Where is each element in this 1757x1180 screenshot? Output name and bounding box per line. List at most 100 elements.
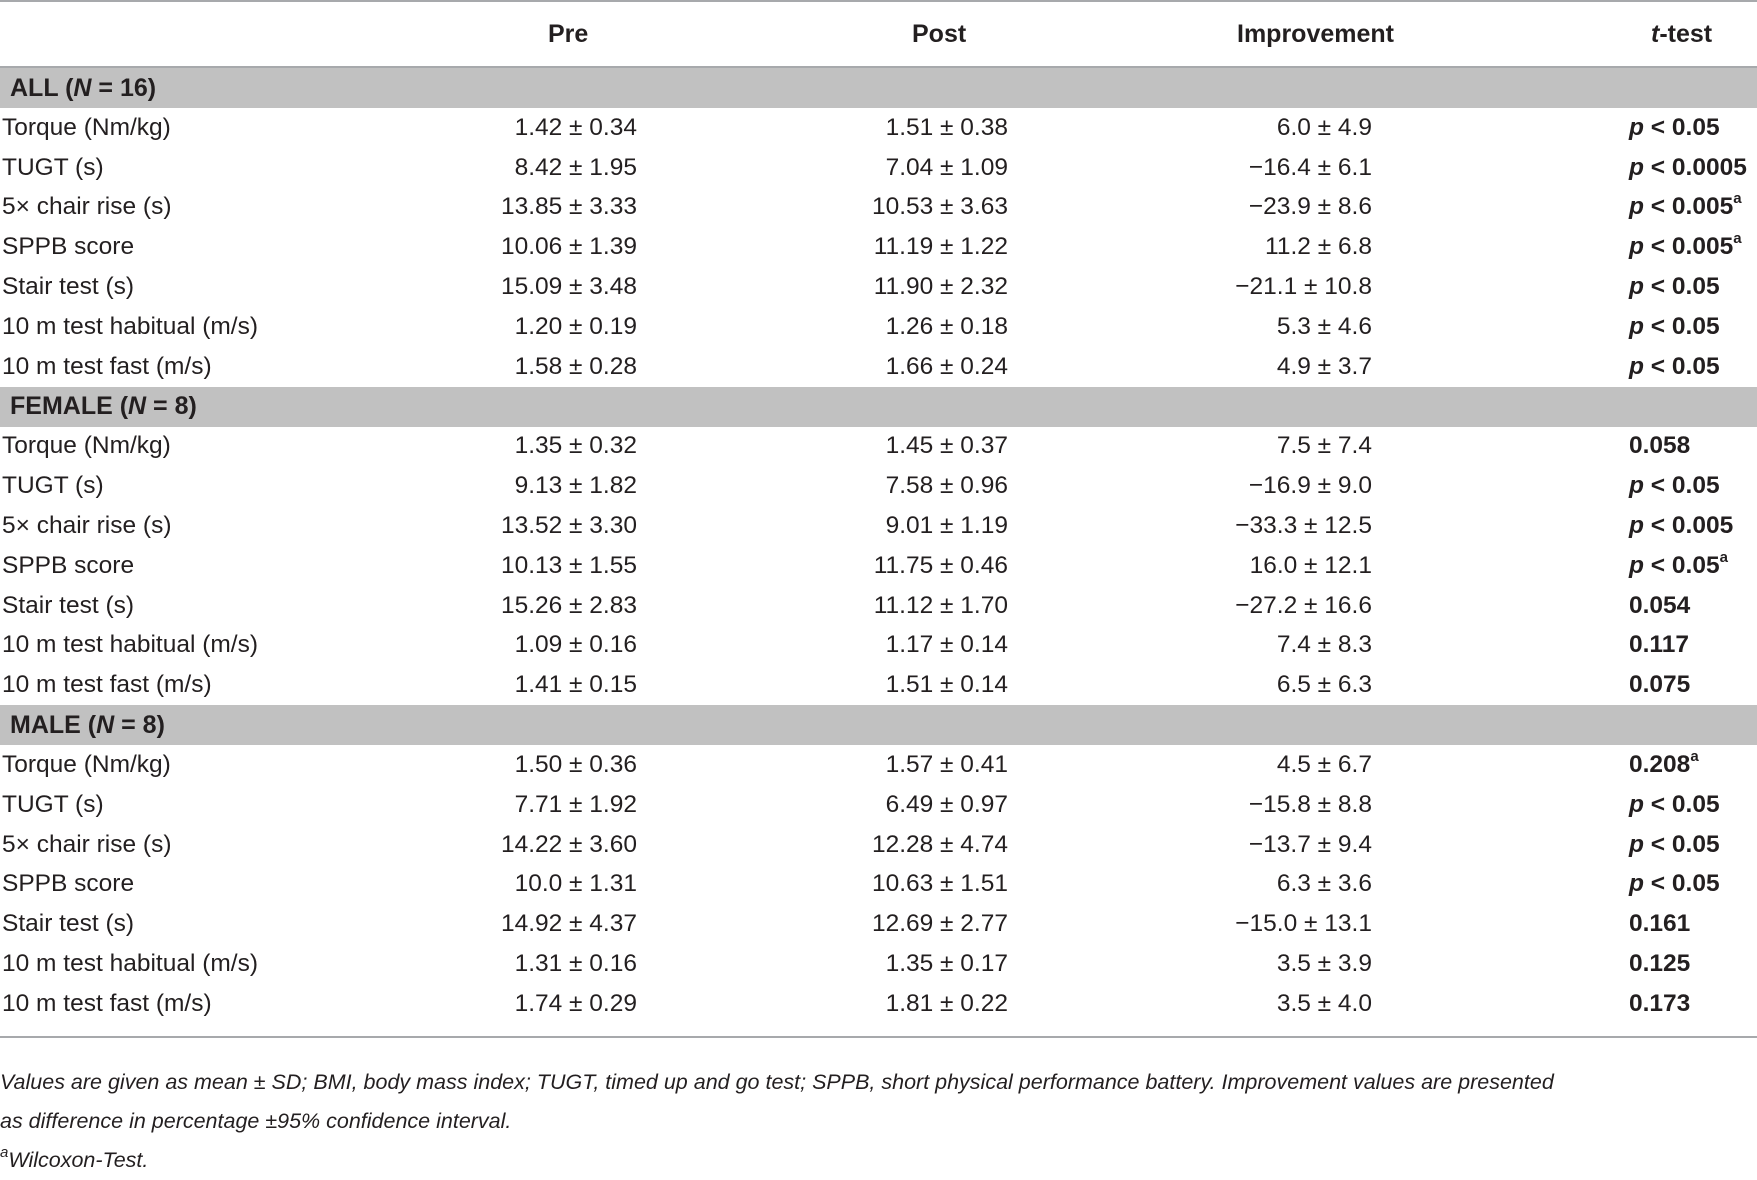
improvement-value: −15.8 ± 8.8 <box>1248 790 1372 818</box>
ttest-value: p < 0.05 <box>1629 831 1720 859</box>
ttest-value: p < 0.05 <box>1629 273 1720 301</box>
results-table: Pre Post Improvement t-test ALL (N = 16)… <box>0 0 1757 1038</box>
post-value: 6.49 ± 0.97 <box>885 790 1008 818</box>
table-row: 10 m test habitual (m/s) 1.20 ± 0.19 1.26 … <box>0 307 1757 347</box>
ttest-text: p < 0.05 <box>1629 551 1720 579</box>
ttest-text: p < 0.005 <box>1629 193 1734 221</box>
row-label: SPPB score <box>2 870 135 898</box>
header-rule <box>0 66 1757 68</box>
pre-value: 13.85 ± 3.33 <box>500 193 637 221</box>
post-value: 7.04 ± 1.09 <box>885 153 1008 181</box>
post-value: 1.45 ± 0.37 <box>885 432 1008 460</box>
post-value: 1.26 ± 0.18 <box>885 312 1008 340</box>
improvement-value: −23.9 ± 8.6 <box>1248 193 1372 221</box>
table-row: 10 m test habitual (m/s) 1.09 ± 0.16 1.17 … <box>0 626 1757 666</box>
table-row: 5× chair rise (s) 14.22 ± 3.60 12.28 ± 4.7… <box>0 825 1757 865</box>
footnote-wilcoxon: aWilcoxon-Test. <box>0 1141 1757 1180</box>
improvement-value: −33.3 ± 12.5 <box>1235 512 1372 540</box>
section-header: MALE (N = 8) <box>0 705 1757 746</box>
pre-value: 14.92 ± 4.37 <box>500 910 637 938</box>
ttest-value: p < 0.05a <box>1629 548 1728 580</box>
row-label: Stair test (s) <box>2 910 135 938</box>
improvement-value: 7.4 ± 8.3 <box>1276 631 1372 659</box>
improvement-value: −16.9 ± 9.0 <box>1248 472 1372 500</box>
table-row: 10 m test habitual (m/s) 1.31 ± 0.16 1.35 … <box>0 944 1757 984</box>
ttest-text: p < 0.05 <box>1629 352 1720 380</box>
row-label: 10 m test habitual (m/s) <box>2 312 258 340</box>
section-title: ALL (N = 16) <box>10 73 157 102</box>
improvement-value: −27.2 ± 16.6 <box>1235 591 1372 619</box>
row-label: 10 m test fast (m/s) <box>2 989 212 1017</box>
improvement-value: −15.0 ± 13.1 <box>1235 910 1372 938</box>
pre-value: 1.41 ± 0.15 <box>514 671 637 699</box>
ttest-text: 0.208 <box>1629 751 1691 779</box>
ttest-value: 0.208a <box>1629 749 1699 779</box>
improvement-value: 6.3 ± 3.6 <box>1276 870 1372 898</box>
section-title: FEMALE (N = 8) <box>10 392 197 421</box>
row-label: 10 m test fast (m/s) <box>2 671 212 699</box>
ttest-text: p < 0.05 <box>1629 790 1720 818</box>
ttest-text: p < 0.0005 <box>1629 153 1747 181</box>
bottom-rule <box>0 1035 1757 1038</box>
row-label: TUGT (s) <box>2 153 104 181</box>
ttest-footnote-marker: a <box>1733 230 1742 248</box>
improvement-value: 4.9 ± 3.7 <box>1276 352 1372 380</box>
table-footnote: Values are given as mean ± SD; BMI, body… <box>0 1063 1757 1180</box>
row-label: TUGT (s) <box>2 790 104 818</box>
post-value: 1.66 ± 0.24 <box>885 352 1008 380</box>
ttest-text: p < 0.05 <box>1629 830 1720 858</box>
improvement-value: 3.5 ± 3.9 <box>1276 950 1372 978</box>
ttest-text: p < 0.05 <box>1629 273 1720 301</box>
table-row: SPPB score 10.13 ± 1.55 11.75 ± 0.46 16.0 ±… <box>0 546 1757 586</box>
ttest-text: p < 0.05 <box>1629 472 1720 500</box>
improvement-value: 16.0 ± 12.1 <box>1249 551 1372 579</box>
row-label: Torque (Nm/kg) <box>2 113 171 141</box>
post-value: 1.51 ± 0.14 <box>885 671 1008 699</box>
header-post: Post <box>912 19 967 48</box>
ttest-value: p < 0.005 <box>1629 512 1733 540</box>
row-label: TUGT (s) <box>2 472 104 500</box>
pre-value: 1.50 ± 0.36 <box>514 751 637 779</box>
ttest-text: p < 0.05 <box>1629 113 1720 141</box>
ttest-value: 0.054 <box>1629 592 1690 620</box>
ttest-value: p < 0.005a <box>1629 191 1742 221</box>
ttest-value: p < 0.05 <box>1629 870 1720 898</box>
ttest-footnote-marker: a <box>1719 548 1728 566</box>
improvement-value: −21.1 ± 10.8 <box>1235 273 1372 301</box>
pre-value: 9.13 ± 1.82 <box>514 472 637 500</box>
pre-value: 1.20 ± 0.19 <box>514 312 637 340</box>
pre-value: 14.22 ± 3.60 <box>500 830 637 858</box>
ttest-text: p < 0.005 <box>1629 233 1734 261</box>
footnote-line-1: Values are given as mean ± SD; BMI, body… <box>0 1070 1554 1094</box>
ttest-text: p < 0.05 <box>1629 870 1720 898</box>
footnote-line-2: as difference in percentage ±95% confide… <box>0 1109 512 1133</box>
table-row: TUGT (s) 7.71 ± 1.92 6.49 ± 0.97 −15.8 ± 8.… <box>0 785 1757 825</box>
row-label: SPPB score <box>2 233 135 261</box>
table-body: ALL (N = 16) Torque (Nm/kg) 1.42 ± 0.34 1.5… <box>0 68 1757 1024</box>
table-header: Pre Post Improvement t-test <box>0 2 1757 66</box>
pre-value: 10.13 ± 1.55 <box>500 551 637 579</box>
improvement-value: −16.4 ± 6.1 <box>1248 153 1372 181</box>
post-value: 11.75 ± 0.46 <box>873 551 1008 579</box>
post-value: 1.35 ± 0.17 <box>885 950 1008 978</box>
pre-value: 8.42 ± 1.95 <box>514 153 637 181</box>
table-row: Torque (Nm/kg) 1.35 ± 0.32 1.45 ± 0.37 7.5 … <box>0 427 1757 467</box>
ttest-text: p < 0.05 <box>1629 312 1720 340</box>
post-value: 11.90 ± 2.32 <box>873 273 1008 301</box>
ttest-text: 0.054 <box>1629 591 1691 619</box>
post-value: 7.58 ± 0.96 <box>885 472 1008 500</box>
ttest-text: 0.058 <box>1629 432 1691 460</box>
post-value: 1.81 ± 0.22 <box>885 989 1008 1017</box>
improvement-value: 7.5 ± 7.4 <box>1276 432 1372 460</box>
ttest-value: 0.117 <box>1629 631 1689 659</box>
ttest-value: 0.161 <box>1629 910 1690 938</box>
table-row: TUGT (s) 9.13 ± 1.82 7.58 ± 0.96 −16.9 ± 9.… <box>0 466 1757 506</box>
post-value: 10.63 ± 1.51 <box>871 870 1008 898</box>
header-pre: Pre <box>548 19 589 48</box>
section-header: FEMALE (N = 8) <box>0 386 1757 427</box>
pre-value: 10.0 ± 1.31 <box>514 870 637 898</box>
table-row: SPPB score 10.06 ± 1.39 11.19 ± 1.22 11.2 ±… <box>0 227 1757 267</box>
post-value: 11.12 ± 1.70 <box>873 591 1008 619</box>
ttest-value: p < 0.05 <box>1629 313 1720 341</box>
row-label: Torque (Nm/kg) <box>2 751 171 779</box>
